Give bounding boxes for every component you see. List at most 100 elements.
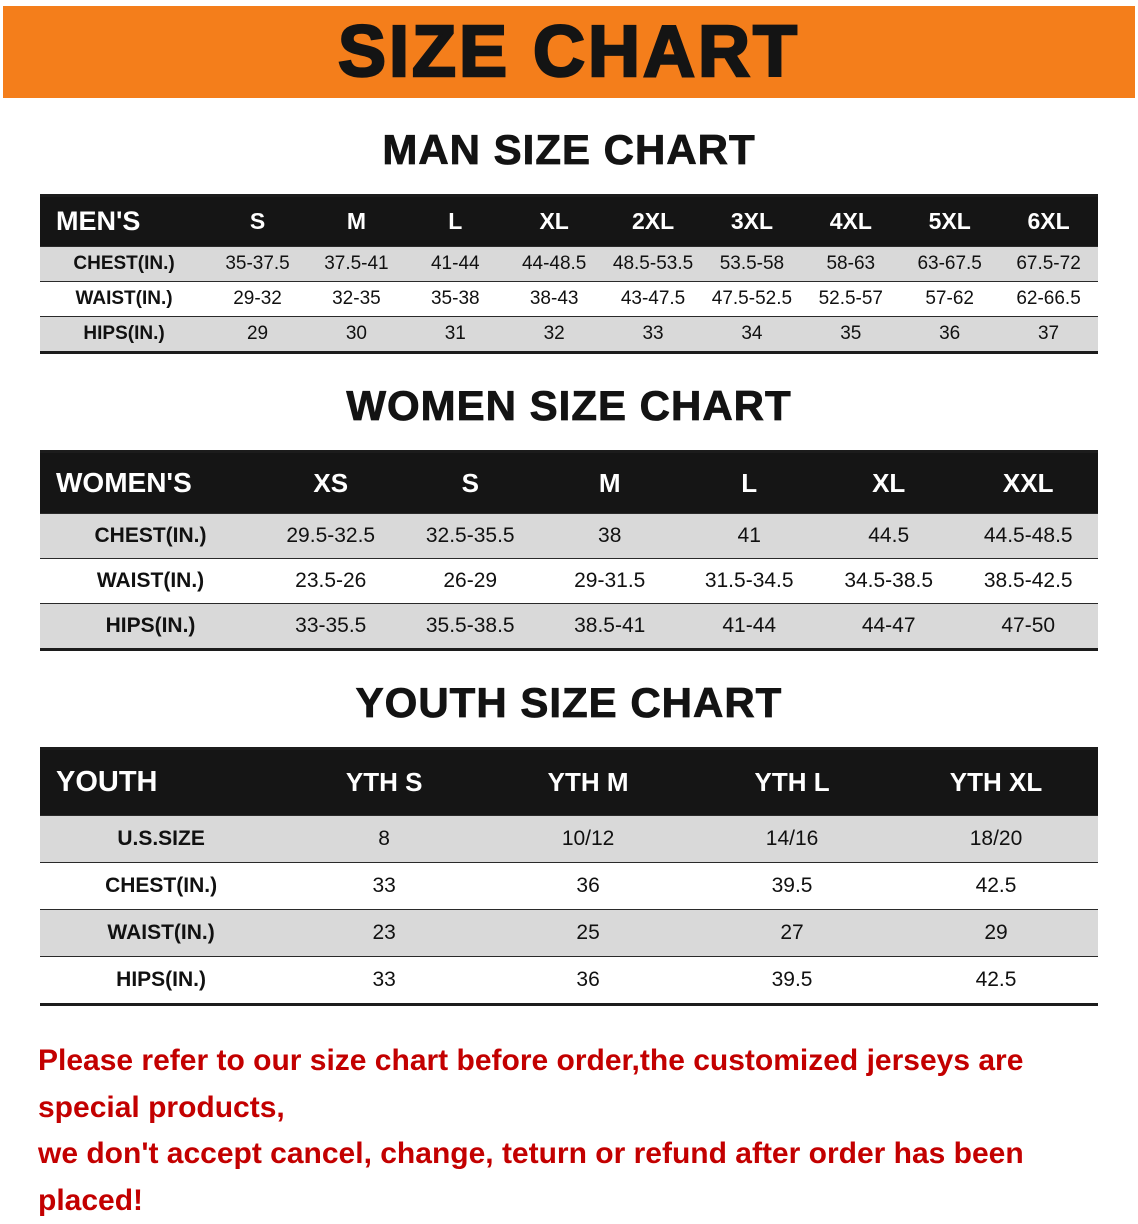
table-corner-label: MEN'S bbox=[56, 206, 141, 236]
men-size-table-wrap: MEN'S S M L XL 2XL 3XL 4XL 5XL 6XL CHEST(IN.) 35-37… bbox=[40, 194, 1098, 354]
measurement-value: 38.5-42.5 bbox=[983, 569, 1073, 592]
measurement-value: 38.5-41 bbox=[574, 614, 646, 637]
measurement-value: 34 bbox=[741, 323, 763, 344]
measurement-label: CHEST(IN.) bbox=[94, 524, 207, 547]
size-column-header: 3XL bbox=[730, 208, 774, 234]
measurement-value: 41-44 bbox=[430, 253, 480, 274]
men-size-chart-heading: MAN SIZE CHART bbox=[382, 126, 756, 174]
measurement-value: 33 bbox=[642, 323, 664, 344]
measurement-value: 29 bbox=[246, 323, 269, 344]
measurement-value: 26-29 bbox=[443, 569, 498, 592]
women-size-table-wrap: WOMEN'S XS S M L XL XXL CHEST(IN.) 29.5-32.5 32.5… bbox=[40, 450, 1098, 651]
youth-size-table: YOUTH YTH S YTH M YTH L YTH XL U.S.SIZE 8 10/12… bbox=[40, 747, 1098, 1006]
women-size-table: WOMEN'S XS S M L XL XXL CHEST(IN.) 29.5-32.5 32.5… bbox=[40, 450, 1098, 651]
measurement-value: 32-35 bbox=[332, 288, 381, 309]
table-corner-label: WOMEN'S bbox=[56, 467, 192, 498]
measurement-value: 23.5-26 bbox=[295, 569, 367, 592]
measurement-row: U.S.SIZE 8 10/12 14/16 18/20 bbox=[40, 815, 1098, 863]
measurement-label: WAIST(IN.) bbox=[107, 921, 215, 944]
size-column-header: M bbox=[598, 467, 621, 498]
order-notice-line-2: we don't accept cancel, change, teturn o… bbox=[38, 1137, 1024, 1217]
size-column-header: XL bbox=[872, 467, 906, 498]
youth-size-table-wrap: YOUTH YTH S YTH M YTH L YTH XL U.S.SIZE 8 10/12… bbox=[40, 747, 1098, 1006]
measurement-value: 30 bbox=[345, 323, 367, 344]
measurement-value: 44.5-48.5 bbox=[983, 524, 1073, 547]
measurement-value: 58-63 bbox=[826, 253, 876, 274]
page-title: SIZE CHART bbox=[337, 11, 800, 94]
order-notice: Please refer to our size chart before or… bbox=[38, 1038, 1100, 1224]
size-chart-page: SIZE CHART MAN SIZE CHART MEN'S S M L XL 2XL 3… bbox=[0, 6, 1138, 1224]
table-header-row: MEN'S S M L XL 2XL 3XL 4XL 5XL 6XL bbox=[40, 195, 1098, 247]
measurement-value: 53.5-58 bbox=[719, 253, 785, 274]
measurement-value: 33-35.5 bbox=[295, 614, 367, 637]
measurement-value: 33 bbox=[372, 874, 396, 897]
measurement-value: 62-66.5 bbox=[1016, 288, 1081, 309]
measurement-value: 29-31.5 bbox=[574, 569, 646, 592]
measurement-label: HIPS(IN.) bbox=[105, 614, 196, 637]
measurement-value: 38-43 bbox=[529, 288, 579, 309]
measurement-value: 18/20 bbox=[969, 827, 1023, 850]
size-column-header: 4XL bbox=[829, 208, 872, 234]
size-column-header: XXL bbox=[1002, 467, 1054, 498]
measurement-value: 44-48.5 bbox=[521, 253, 587, 274]
measurement-value: 32.5-35.5 bbox=[425, 524, 515, 547]
size-column-header: YTH L bbox=[754, 767, 830, 797]
size-column-header: S bbox=[249, 208, 266, 234]
measurement-value: 42.5 bbox=[975, 968, 1017, 991]
measurement-value: 36 bbox=[576, 874, 600, 897]
measurement-label: WAIST(IN.) bbox=[75, 288, 173, 309]
measurement-value: 8 bbox=[378, 827, 390, 850]
size-column-header: 5XL bbox=[928, 208, 971, 234]
measurement-label: HIPS(IN.) bbox=[116, 968, 206, 991]
measurement-value: 63-67.5 bbox=[917, 253, 982, 274]
measurement-value: 29.5-32.5 bbox=[286, 524, 376, 547]
measurement-row: CHEST(IN.) 29.5-32.5 32.5-35.5 38 41 44.5 44.5… bbox=[40, 513, 1098, 559]
measurement-row: WAIST(IN.) 29-32 32-35 35-38 38-43 43-47.5 47.… bbox=[40, 281, 1098, 317]
measurement-value: 25 bbox=[576, 921, 600, 944]
men-size-table: MEN'S S M L XL 2XL 3XL 4XL 5XL 6XL CHEST(IN.) 35-37… bbox=[40, 194, 1098, 354]
measurement-label: U.S.SIZE bbox=[117, 827, 205, 850]
size-column-header: L bbox=[741, 467, 758, 498]
women-size-chart-section: WOMEN SIZE CHART WOMEN'S XS S M L XL XXL CHEST(… bbox=[0, 382, 1138, 651]
measurement-value: 41-44 bbox=[722, 614, 777, 637]
men-size-chart-section: MAN SIZE CHART MEN'S S M L XL 2XL 3XL 4XL 5XL 6XL… bbox=[0, 126, 1138, 354]
size-column-header: L bbox=[448, 208, 463, 234]
measurement-value: 57-62 bbox=[925, 288, 974, 309]
size-column-header: XS bbox=[313, 467, 349, 498]
measurement-row: CHEST(IN.) 35-37.5 37.5-41 41-44 44-48.5 48.5… bbox=[40, 246, 1098, 282]
measurement-row: WAIST(IN.) 23.5-26 26-29 29-31.5 31.5-34.5 34… bbox=[40, 558, 1098, 604]
measurement-row: WAIST(IN.) 23 25 27 29 bbox=[40, 909, 1098, 957]
measurement-value: 39.5 bbox=[771, 874, 813, 897]
size-column-header: YTH XL bbox=[949, 767, 1043, 797]
measurement-value: 33 bbox=[372, 968, 396, 991]
measurement-value: 31.5-34.5 bbox=[704, 569, 794, 592]
women-size-chart-heading: WOMEN SIZE CHART bbox=[346, 382, 792, 430]
measurement-value: 43-47.5 bbox=[620, 288, 686, 309]
measurement-value: 32 bbox=[543, 323, 565, 344]
size-column-header: S bbox=[461, 467, 479, 498]
size-column-header: 6XL bbox=[1027, 208, 1070, 234]
measurement-value: 42.5 bbox=[975, 874, 1017, 897]
size-column-header: YTH S bbox=[345, 767, 423, 797]
size-column-header: YTH M bbox=[547, 767, 629, 797]
measurement-value: 35-37.5 bbox=[225, 253, 290, 274]
measurement-value: 38 bbox=[598, 524, 622, 547]
size-column-header: M bbox=[346, 208, 366, 234]
measurement-label: WAIST(IN.) bbox=[96, 569, 205, 592]
measurement-value: 39.5 bbox=[771, 968, 813, 991]
measurement-value: 37 bbox=[1037, 323, 1060, 344]
measurement-value: 37.5-41 bbox=[324, 253, 389, 274]
measurement-value: 52.5-57 bbox=[818, 288, 884, 309]
measurement-row: CHEST(IN.) 33 36 39.5 42.5 bbox=[40, 862, 1098, 910]
measurement-value: 47-50 bbox=[1001, 614, 1056, 637]
measurement-row: HIPS(IN.) 33 36 39.5 42.5 bbox=[40, 956, 1098, 1005]
measurement-value: 44.5 bbox=[868, 524, 910, 547]
measurement-value: 41 bbox=[737, 524, 761, 547]
measurement-value: 47.5-52.5 bbox=[711, 288, 793, 309]
measurement-value: 14/16 bbox=[765, 827, 819, 850]
measurement-value: 27 bbox=[780, 921, 804, 944]
table-corner-label: YOUTH bbox=[56, 766, 158, 798]
measurement-value: 67.5-72 bbox=[1016, 253, 1081, 274]
measurement-value: 34.5-38.5 bbox=[844, 569, 934, 592]
measurement-value: 31 bbox=[444, 323, 466, 344]
